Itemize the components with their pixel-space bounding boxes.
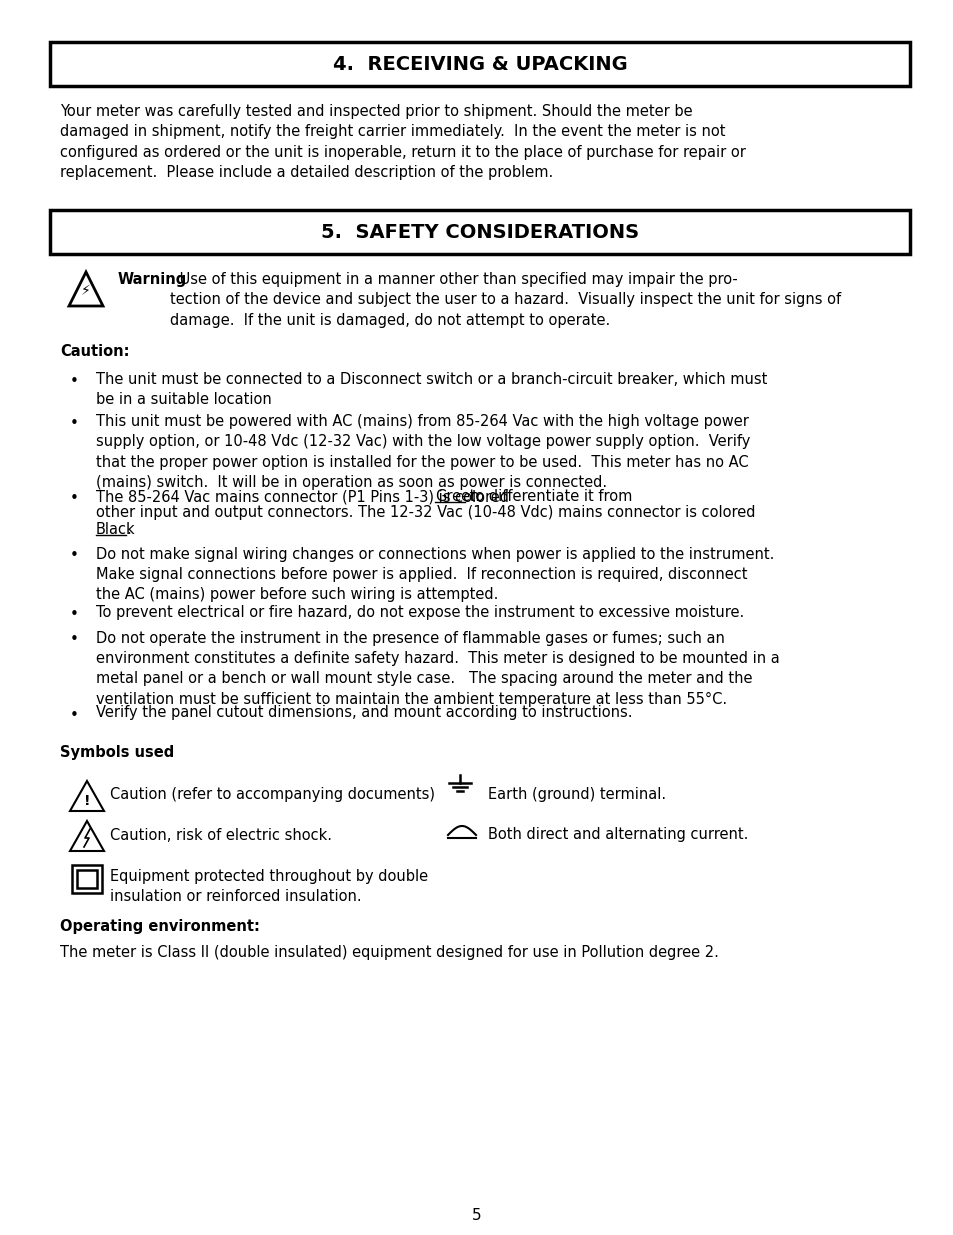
Text: •: • xyxy=(70,492,78,506)
Text: •: • xyxy=(70,606,78,622)
Text: To prevent electrical or fire hazard, do not expose the instrument to excessive : To prevent electrical or fire hazard, do… xyxy=(96,605,743,620)
Text: Operating environment:: Operating environment: xyxy=(60,919,259,934)
Text: other input and output connectors. The 12-32 Vac (10-48 Vdc) mains connector is : other input and output connectors. The 1… xyxy=(96,505,755,520)
Text: Black: Black xyxy=(96,522,135,537)
Text: Symbols used: Symbols used xyxy=(60,745,174,760)
Text: ⚡: ⚡ xyxy=(81,284,91,298)
Text: Verify the panel cutout dimensions, and mount according to instructions.: Verify the panel cutout dimensions, and … xyxy=(96,705,632,720)
Text: !: ! xyxy=(84,794,91,808)
Text: Caution:: Caution: xyxy=(60,345,130,359)
Text: Do not operate the instrument in the presence of flammable gases or fumes; such : Do not operate the instrument in the pre… xyxy=(96,631,779,706)
Text: •: • xyxy=(70,416,78,431)
Text: Caution (refer to accompanying documents): Caution (refer to accompanying documents… xyxy=(110,788,435,803)
Text: Caution, risk of electric shock.: Caution, risk of electric shock. xyxy=(110,827,332,842)
Text: •: • xyxy=(70,632,78,647)
Text: Equipment protected throughout by double
insulation or reinforced insulation.: Equipment protected throughout by double… xyxy=(110,869,428,904)
Text: The 85-264 Vac mains connector (P1 Pins 1-3) is colored: The 85-264 Vac mains connector (P1 Pins … xyxy=(96,489,513,504)
Text: Do not make signal wiring changes or connections when power is applied to the in: Do not make signal wiring changes or con… xyxy=(96,547,774,603)
Text: 5.  SAFETY CONSIDERATIONS: 5. SAFETY CONSIDERATIONS xyxy=(320,222,639,242)
Text: This unit must be powered with AC (mains) from 85-264 Vac with the high voltage : This unit must be powered with AC (mains… xyxy=(96,414,750,490)
Bar xyxy=(77,869,97,888)
Bar xyxy=(50,210,909,254)
Text: 4.  RECEIVING & UPACKING: 4. RECEIVING & UPACKING xyxy=(333,54,627,74)
Text: The unit must be connected to a Disconnect switch or a branch-circuit breaker, w: The unit must be connected to a Disconne… xyxy=(96,372,766,408)
Text: Earth (ground) terminal.: Earth (ground) terminal. xyxy=(488,788,665,803)
Text: •: • xyxy=(70,374,78,389)
Text: : Use of this equipment in a manner other than specified may impair the pro-
tec: : Use of this equipment in a manner othe… xyxy=(170,272,841,327)
Text: •: • xyxy=(70,708,78,722)
Text: •: • xyxy=(70,548,78,563)
Text: The meter is Class II (double insulated) equipment designed for use in Pollution: The meter is Class II (double insulated)… xyxy=(60,945,719,960)
Text: .: . xyxy=(126,522,131,537)
Text: 5: 5 xyxy=(472,1208,481,1223)
Bar xyxy=(50,42,909,86)
Text: Warning: Warning xyxy=(118,272,187,287)
Text: Green: Green xyxy=(435,489,478,504)
Text: to differentiate it from: to differentiate it from xyxy=(464,489,632,504)
Text: Your meter was carefully tested and inspected prior to shipment. Should the mete: Your meter was carefully tested and insp… xyxy=(60,104,745,180)
Bar xyxy=(71,864,102,893)
Text: Both direct and alternating current.: Both direct and alternating current. xyxy=(488,827,747,842)
